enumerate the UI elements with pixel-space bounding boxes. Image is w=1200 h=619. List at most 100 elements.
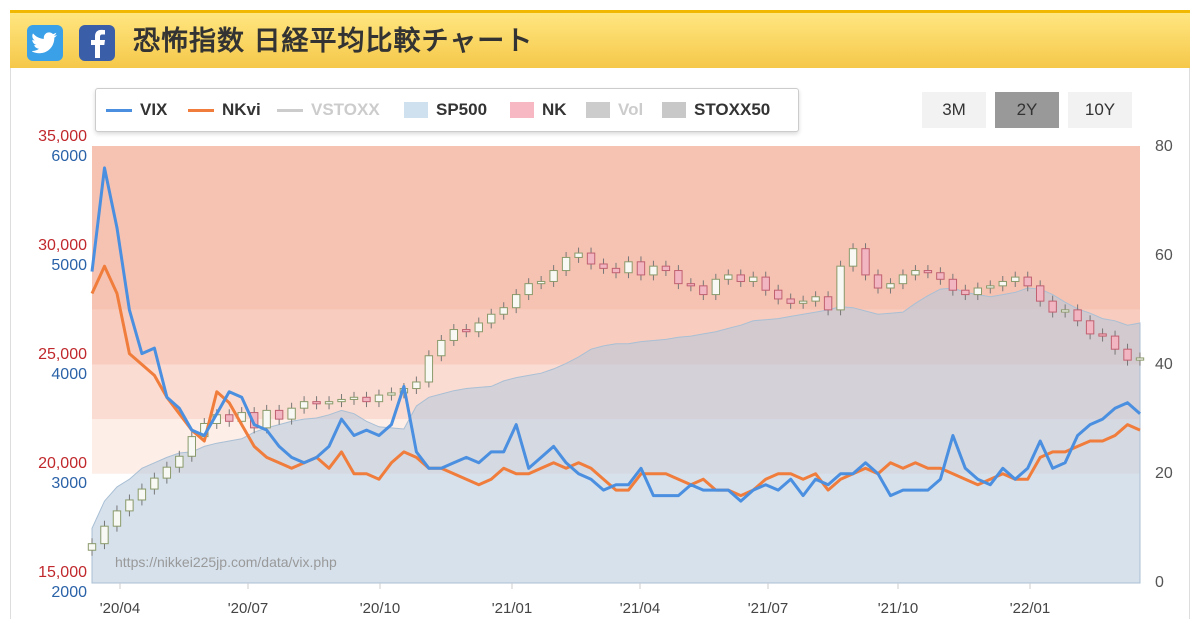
nk-candle [324,401,334,405]
nk-candle [811,296,820,302]
nk-candle [998,280,1007,287]
nk-candle [786,298,795,304]
legend-swatch-vstoxx [277,108,303,112]
nk-candle [848,248,858,267]
nk-candle [100,525,109,545]
nk-candle [749,276,758,282]
legend-swatch-vol [586,102,610,118]
legend-label-stoxx50: STOXX50 [694,100,771,119]
nk-candle [948,278,958,291]
x-tick: '21/07 [747,600,789,617]
y-tick-vol: 60 [1155,247,1173,264]
legend-swatch-vix [106,108,132,112]
twitter-share-button[interactable] [27,25,63,61]
legend-item-vix[interactable]: VIX [106,89,167,131]
y-tick-nk: 30,000 [38,237,87,254]
nk-candle [125,499,134,512]
nkvi-line [90,264,1141,498]
legend-label-nk: NK [542,100,567,119]
nk-candle [1060,309,1070,313]
nk-candle [337,398,346,403]
nk-candle [437,339,446,357]
nk-candle [574,252,583,258]
x-tick: '21/04 [619,600,661,617]
nk-candle [649,265,658,276]
nk-candle [923,270,933,274]
facebook-share-button[interactable] [79,25,115,61]
legend-item-vol[interactable]: Vol [586,89,643,131]
x-tick: '20/04 [99,600,141,617]
sp500-area [91,287,1141,584]
y-tick-sp500: 6000 [51,148,87,165]
watermark-url: https://nikkei225jp.com/data/vix.php [115,554,337,570]
nk-candle [711,278,721,296]
nk-candle [474,322,483,333]
y-tick-vol: 0 [1155,574,1164,591]
y-tick-sp500: 2000 [51,584,87,601]
nk-candle [362,396,371,403]
chart-legend: VIX NKvi VSTOXX SP500 NK Vol STOXX50 [95,88,799,132]
nk-candle [299,401,309,409]
nk-candle [886,283,895,289]
legend-item-vstoxx[interactable]: VSTOXX [277,89,380,131]
y-tick-sp500: 5000 [51,257,87,274]
y-tick-nk: 20,000 [38,455,87,472]
nk-candle [686,283,696,287]
nk-candle [262,409,271,429]
nk-candle [736,274,745,282]
legend-item-stoxx50[interactable]: STOXX50 [662,89,770,131]
nk-candle [599,263,608,269]
nk-candle [1098,333,1107,337]
nk-candle [611,267,621,274]
range-button-3m[interactable]: 3M [922,92,986,128]
legend-item-nk[interactable]: NK [510,89,567,131]
y-tick-vol: 80 [1155,138,1173,155]
chart-panel [10,68,1190,619]
legend-item-sp500[interactable]: SP500 [404,89,487,131]
nk-candle [1135,357,1145,361]
legend-swatch-nkvi [188,108,214,112]
nk-candle [1085,320,1095,335]
legend-swatch-nk [510,102,534,118]
y-tick-nk: 35,000 [38,128,87,145]
nk-candle [274,409,284,420]
nk-candle [936,272,945,280]
nk-candle [624,261,633,274]
nk-candle [1073,309,1082,322]
nk-candle [374,394,384,403]
nk-candle [636,261,646,276]
y-tick-sp500: 3000 [51,475,87,492]
nk-candle [249,412,259,429]
y-tick-nk: 25,000 [38,346,87,363]
nk-candle [162,466,172,479]
nk-candle [586,252,596,265]
header-bar: 恐怖指数 日経平均比較チャート [10,10,1190,68]
nk-candle [511,294,521,309]
nk-candle [823,296,833,311]
nk-candle [312,401,321,405]
legend-label-sp500: SP500 [436,100,488,119]
legend-swatch-sp500 [404,102,428,118]
legend-label-nkvi: NKvi [222,100,261,119]
range-button-10y[interactable]: 10Y [1068,92,1132,128]
nk-candle [424,355,434,383]
legend-swatch-stoxx50 [662,102,686,118]
legend-item-nkvi[interactable]: NKvi [188,89,261,131]
x-tick: '20/10 [359,600,401,617]
page-title: 恐怖指数 日経平均比較チャート [133,26,534,56]
legend-label-vol: Vol [618,100,644,119]
nk-candle [724,274,733,280]
twitter-icon [32,32,57,54]
nk-candle [1011,276,1020,282]
nk-candle [1035,285,1045,302]
nk-candle [536,280,546,285]
nk-candle [1123,348,1132,361]
nk-candle [487,313,496,324]
nk-candle [387,392,396,396]
range-button-2y[interactable]: 2Y [995,92,1059,128]
y-tick-nk: 15,000 [38,564,87,581]
facebook-icon [91,29,105,58]
nk-candle [773,289,783,300]
nk-candle [986,285,995,289]
